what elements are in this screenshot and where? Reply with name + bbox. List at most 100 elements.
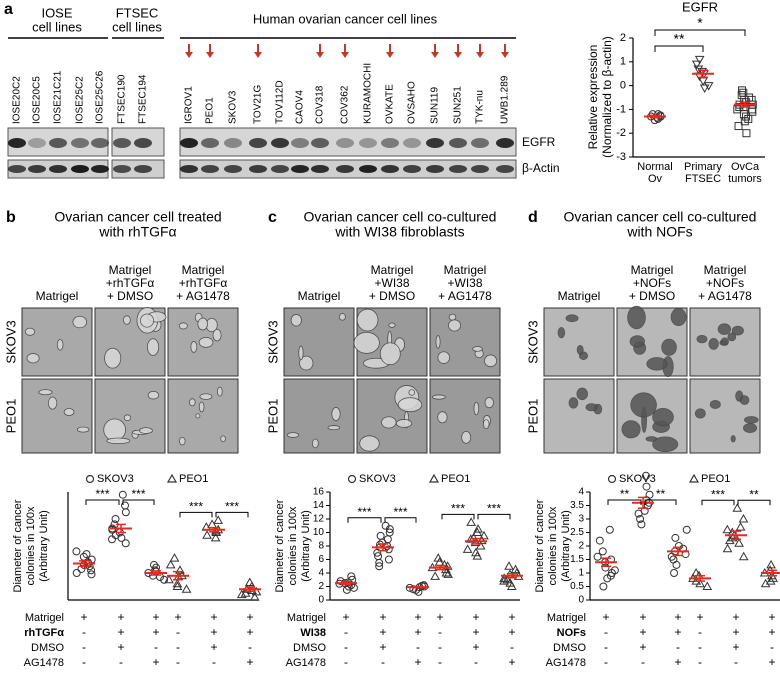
panel-title: with WI38 fibroblasts xyxy=(334,224,464,240)
band-actin xyxy=(180,165,198,173)
lane-label: IOSE20C5 xyxy=(32,76,43,124)
treatment-sign: - xyxy=(641,655,645,669)
colony xyxy=(408,389,416,396)
treatment-sign: - xyxy=(770,640,774,654)
treatment-sign: - xyxy=(698,655,702,669)
band-actin xyxy=(271,165,289,173)
sig-label: *** xyxy=(225,500,239,514)
treatment-sign: + xyxy=(674,610,681,624)
legend-label: PEO1 xyxy=(441,473,470,485)
band-egfr xyxy=(113,138,131,148)
colony xyxy=(106,437,131,445)
lane-label: SUN251 xyxy=(453,86,464,124)
column-header: Matrigel xyxy=(298,289,341,303)
column-header: + DMSO xyxy=(107,289,153,303)
colony xyxy=(461,430,472,444)
colony xyxy=(708,337,719,350)
band-actin xyxy=(311,165,329,173)
colony xyxy=(709,400,721,409)
colony xyxy=(189,398,196,407)
data-point xyxy=(499,573,510,582)
lane-arrow-head xyxy=(501,52,509,58)
data-point xyxy=(374,552,383,561)
treatment-sign: + xyxy=(639,640,646,654)
colony xyxy=(190,341,198,353)
lane-arrow-head xyxy=(185,52,193,58)
treatment-sign: - xyxy=(698,625,702,639)
treatment-sign: + xyxy=(210,625,217,639)
colony xyxy=(123,414,132,422)
colony xyxy=(299,355,314,371)
colony xyxy=(178,322,188,330)
y-tick-label: 2.5 xyxy=(570,527,584,538)
treatment-sign: + xyxy=(696,610,703,624)
legend-label: SKOV3 xyxy=(619,473,656,485)
data-point xyxy=(504,561,514,570)
y-tick-label: 2 xyxy=(620,32,626,44)
treatment-sign: - xyxy=(212,655,216,669)
row-label: PEO1 xyxy=(525,399,540,434)
colony xyxy=(147,390,160,400)
sig-label: ** xyxy=(620,487,630,501)
y-tick-label: 4 xyxy=(318,568,324,579)
data-point xyxy=(202,530,212,539)
y-tick-label: 10 xyxy=(313,527,325,538)
lane-label: TYK-nu xyxy=(475,90,486,124)
colony xyxy=(670,307,687,326)
treatment-sign: - xyxy=(119,655,123,669)
colony xyxy=(104,347,122,369)
data-point xyxy=(347,474,357,484)
colony xyxy=(286,432,300,438)
data-point xyxy=(740,95,749,104)
treatment-sign: + xyxy=(210,640,217,654)
data-point xyxy=(443,569,454,578)
colony xyxy=(56,339,64,351)
treatment-sign: - xyxy=(248,640,252,654)
treatment-sign: - xyxy=(344,640,348,654)
data-point xyxy=(72,569,81,577)
data-point xyxy=(671,533,680,542)
colony xyxy=(565,314,579,323)
data-point xyxy=(384,555,393,564)
data-point xyxy=(499,576,509,585)
treatment-sign: + xyxy=(732,610,739,624)
colony xyxy=(72,315,88,329)
band-egfr xyxy=(336,138,354,148)
colony xyxy=(482,419,490,429)
data-point xyxy=(733,105,742,114)
data-point xyxy=(742,112,751,121)
data-point xyxy=(738,86,747,95)
treatment-sign: + xyxy=(414,625,421,639)
band-actin xyxy=(359,165,377,173)
treatment-sign: + xyxy=(117,610,124,624)
y-axis-label: (Normalized to β-actin) xyxy=(600,36,614,158)
treatment-label: AG1478 xyxy=(24,657,64,669)
group-title: IOSE xyxy=(41,5,72,20)
data-point xyxy=(85,474,95,484)
data-point xyxy=(442,561,453,570)
band-actin xyxy=(291,165,309,173)
band-egfr xyxy=(201,138,219,148)
colony xyxy=(473,401,480,416)
data-point xyxy=(175,565,185,574)
legend-label: SKOV3 xyxy=(359,473,396,485)
treatment-sign: - xyxy=(474,655,478,669)
band-egfr xyxy=(496,138,514,148)
data-point xyxy=(688,473,700,483)
treatment-sign: - xyxy=(381,655,385,669)
lane-label: CAOV4 xyxy=(295,90,306,124)
colony xyxy=(621,420,641,439)
data-point xyxy=(433,553,444,562)
data-point xyxy=(607,474,617,484)
y-tick-label: 3.5 xyxy=(570,500,584,511)
data-point xyxy=(72,547,81,556)
lane-label: FTSEC190 xyxy=(117,74,128,124)
treatment-label: AG1478 xyxy=(546,657,586,669)
data-point xyxy=(82,550,91,559)
colony xyxy=(140,313,155,328)
data-point xyxy=(77,564,86,573)
sig-label: *** xyxy=(487,502,501,516)
treatment-sign: + xyxy=(80,610,87,624)
group-title: FTSEC xyxy=(116,5,159,20)
colony xyxy=(437,351,451,364)
